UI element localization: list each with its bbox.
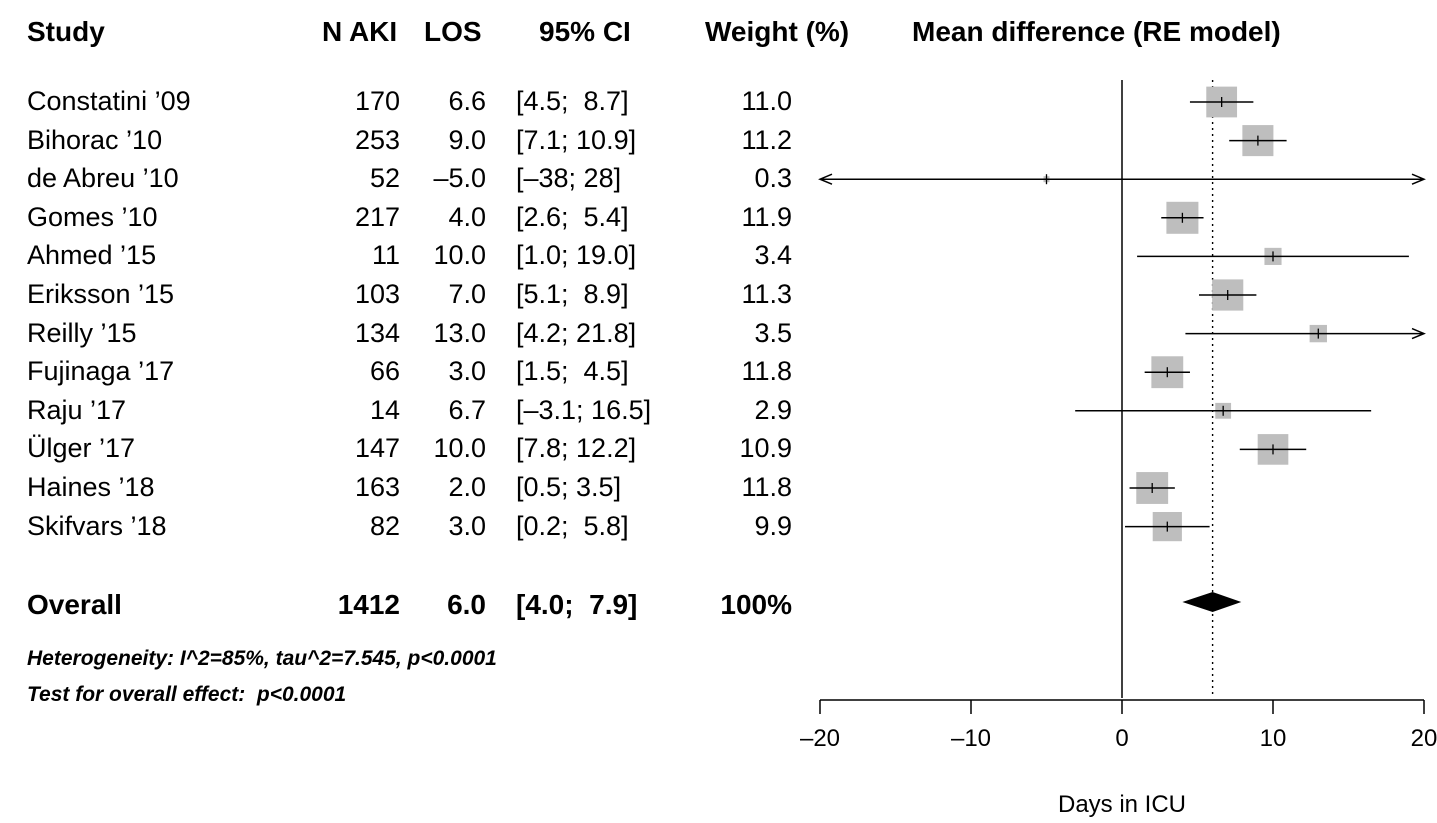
study-name: Skifvars ’18 (27, 510, 167, 541)
study-ci: [4.2; 21.8] (516, 317, 637, 348)
study-name: Gomes ’10 (27, 201, 158, 232)
study-name: Fujinaga ’17 (27, 356, 175, 387)
study-ci: [1.0; 19.0] (516, 240, 637, 271)
x-axis-label: Days in ICU (1058, 791, 1186, 818)
study-name: Bihorac ’10 (27, 124, 163, 155)
study-name: Ülger ’17 (27, 433, 136, 464)
study-weight: 9.9 (754, 510, 792, 541)
study-weight: 11.3 (741, 279, 792, 309)
header-n-aki: N AKI (322, 16, 398, 47)
study-los: –5.0 (433, 163, 486, 194)
study-n-aki: 134 (354, 317, 400, 348)
overall-n: 1412 (337, 589, 400, 620)
study-ci: [0.5; 3.5] (516, 472, 622, 502)
overall-diamond (1182, 592, 1242, 612)
study-los: 6.7 (448, 394, 486, 425)
study-los: 7.0 (448, 279, 486, 309)
study-weight: 11.8 (741, 356, 792, 387)
study-ci: [7.1; 10.9] (516, 124, 637, 155)
x-tick-label: 10 (1260, 725, 1287, 752)
study-ci: [1.5; 4.5] (516, 356, 629, 387)
study-n-aki: 66 (369, 356, 400, 387)
header-plot-title: Mean difference (RE model) (912, 16, 1281, 47)
study-los: 6.6 (448, 86, 486, 116)
x-tick-label: 0 (1115, 725, 1128, 752)
study-n-aki: 82 (369, 510, 400, 541)
study-n-aki: 147 (354, 433, 400, 464)
study-weight: 11.9 (741, 201, 792, 232)
study-los: 3.0 (448, 356, 486, 387)
study-weight: 11.8 (741, 472, 792, 502)
study-los: 3.0 (448, 510, 486, 541)
study-weight: 11.2 (741, 124, 792, 155)
x-tick-label: 20 (1411, 725, 1437, 752)
study-ci: [–3.1; 16.5] (516, 394, 652, 425)
study-n-aki: 170 (354, 86, 400, 116)
study-weight: 11.0 (741, 86, 792, 116)
study-los: 4.0 (448, 201, 486, 232)
study-n-aki: 163 (354, 472, 400, 502)
study-name: Eriksson ’15 (27, 279, 175, 309)
study-weight: 2.9 (754, 394, 792, 425)
header-study: Study (27, 16, 105, 47)
study-ci: [5.1; 8.9] (516, 279, 629, 309)
study-n-aki: 52 (369, 163, 400, 194)
overall-label: Overall (27, 589, 122, 620)
x-tick-label: –20 (800, 725, 840, 752)
study-name: Constatini ’09 (27, 86, 191, 116)
study-n-aki: 217 (354, 201, 400, 232)
overall-weight: 100% (720, 589, 792, 620)
overall-effect-note: Test for overall effect: p<0.0001 (27, 683, 347, 706)
study-ci: [–38; 28] (516, 163, 622, 194)
ci-arrow-right (1411, 327, 1426, 340)
study-ci: [7.8; 12.2] (516, 433, 637, 464)
study-name: de Abreu ’10 (27, 163, 179, 194)
study-weight: 0.3 (754, 163, 792, 194)
ci-arrow-right (1411, 173, 1426, 185)
study-ci: [0.2; 5.8] (516, 510, 629, 541)
overall-los: 6.0 (447, 589, 486, 620)
study-los: 13.0 (433, 317, 486, 348)
header-weight: Weight (%) (705, 16, 850, 47)
study-n-aki: 14 (369, 394, 400, 425)
study-los: 2.0 (448, 472, 486, 502)
study-ci: [4.5; 8.7] (516, 86, 629, 116)
header-los: LOS (424, 16, 482, 47)
x-tick-label: –10 (951, 725, 991, 752)
study-los: 9.0 (448, 124, 486, 155)
study-los: 10.0 (433, 433, 486, 464)
study-n-aki: 253 (354, 124, 400, 155)
study-weight: 10.9 (739, 433, 792, 464)
study-ci: [2.6; 5.4] (516, 201, 629, 232)
study-n-aki: 103 (354, 279, 400, 309)
study-name: Haines ’18 (27, 472, 155, 502)
study-name: Ahmed ’15 (27, 240, 157, 271)
study-los: 10.0 (433, 240, 486, 271)
overall-ci: [4.0; 7.9] (516, 589, 638, 620)
header-ci: 95% CI (539, 16, 631, 47)
study-weight: 3.4 (754, 240, 792, 271)
study-name: Raju ’17 (27, 394, 127, 425)
study-weight: 3.5 (754, 317, 792, 348)
ci-arrow-left (818, 173, 833, 185)
study-n-aki: 11 (371, 240, 400, 271)
study-name: Reilly ’15 (27, 317, 137, 348)
heterogeneity-note: Heterogeneity: I^2=85%, tau^2=7.545, p<0… (27, 647, 497, 670)
